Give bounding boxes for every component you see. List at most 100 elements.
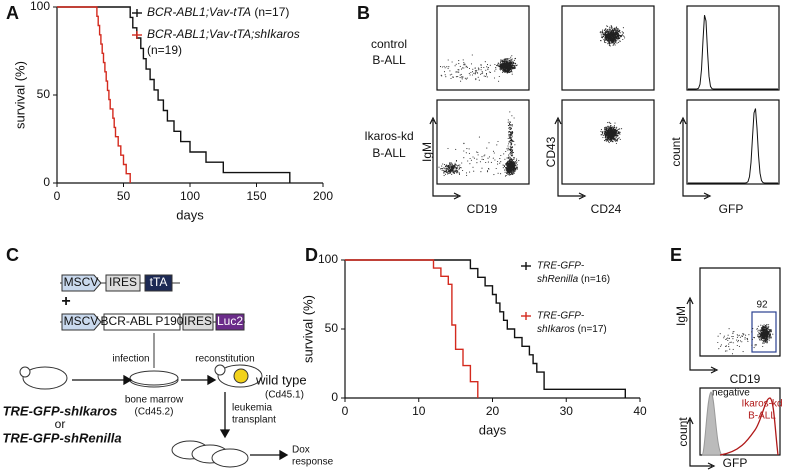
hist-label: B-ALL <box>748 411 776 422</box>
dot <box>497 62 499 64</box>
dot <box>447 172 449 174</box>
dot <box>511 67 513 69</box>
element <box>105 274 141 292</box>
dot <box>458 167 461 170</box>
dot <box>608 45 610 47</box>
dot <box>508 168 510 170</box>
dot <box>744 336 746 338</box>
dot <box>767 330 769 332</box>
dot <box>751 338 753 341</box>
dot <box>478 68 480 70</box>
dot <box>511 130 514 133</box>
dot <box>481 167 483 169</box>
dot <box>758 339 761 341</box>
dot <box>509 153 511 155</box>
dot <box>742 351 744 353</box>
dot <box>462 67 464 69</box>
dot <box>767 333 769 335</box>
dot <box>617 31 619 33</box>
dot <box>617 28 619 30</box>
dot <box>619 128 621 130</box>
dot <box>503 153 505 155</box>
dot <box>768 330 770 332</box>
dot <box>761 325 763 327</box>
dot <box>463 143 465 145</box>
dot <box>610 25 612 27</box>
dot <box>469 157 471 160</box>
dot <box>444 173 447 175</box>
dot <box>768 324 770 326</box>
dot <box>767 328 769 330</box>
dot <box>604 37 606 39</box>
dot <box>495 68 497 70</box>
dot <box>612 44 614 46</box>
dot <box>463 150 465 152</box>
dot <box>448 166 450 168</box>
dot <box>604 127 606 129</box>
dot <box>453 168 455 170</box>
dot <box>614 130 616 132</box>
dot <box>449 74 451 76</box>
dot <box>479 161 481 163</box>
dot <box>501 60 503 62</box>
dot <box>609 127 611 129</box>
dot <box>504 169 506 171</box>
dot <box>455 71 457 73</box>
dot <box>608 142 610 144</box>
dot <box>621 34 623 36</box>
dot <box>508 173 510 175</box>
dot <box>613 42 615 44</box>
dot <box>769 329 771 331</box>
dot <box>498 75 500 78</box>
dot <box>762 342 764 344</box>
dot <box>612 138 614 140</box>
dot <box>509 63 511 65</box>
dot <box>600 32 602 34</box>
dot <box>506 67 509 69</box>
dot <box>451 76 453 78</box>
dot <box>766 329 768 331</box>
dot <box>613 30 615 32</box>
dot <box>486 171 489 173</box>
dot <box>487 161 489 163</box>
dot <box>450 172 452 174</box>
dot <box>503 64 505 66</box>
element-label: IRES <box>184 314 212 328</box>
dot <box>456 165 458 167</box>
dot <box>478 136 480 138</box>
dot <box>513 157 515 159</box>
dot <box>732 348 734 350</box>
dot <box>511 134 513 136</box>
hist-label: Ikaros-kd <box>741 399 782 410</box>
dot <box>612 137 614 139</box>
dot <box>617 33 619 35</box>
dot <box>462 59 464 61</box>
dot <box>615 142 617 144</box>
dot <box>613 136 615 138</box>
dot <box>611 37 613 39</box>
dot <box>612 39 614 42</box>
dot <box>769 330 771 332</box>
x-tick-label: 20 <box>486 404 500 418</box>
dot <box>604 129 606 131</box>
dot <box>600 134 602 136</box>
dot <box>615 37 617 39</box>
dot <box>730 341 732 343</box>
dot <box>486 147 488 149</box>
legend-entry: shRenilla (n=16) <box>537 274 610 285</box>
dot <box>759 333 761 335</box>
dot <box>600 129 602 131</box>
dot <box>760 333 762 335</box>
dot <box>465 78 467 80</box>
dot <box>495 167 497 170</box>
dot <box>621 128 623 130</box>
element <box>215 313 245 331</box>
dot <box>450 168 452 170</box>
dot <box>605 130 607 132</box>
dot <box>608 121 610 123</box>
dot <box>607 128 609 130</box>
dot <box>605 39 607 41</box>
dot <box>728 346 730 348</box>
dot <box>505 164 508 166</box>
